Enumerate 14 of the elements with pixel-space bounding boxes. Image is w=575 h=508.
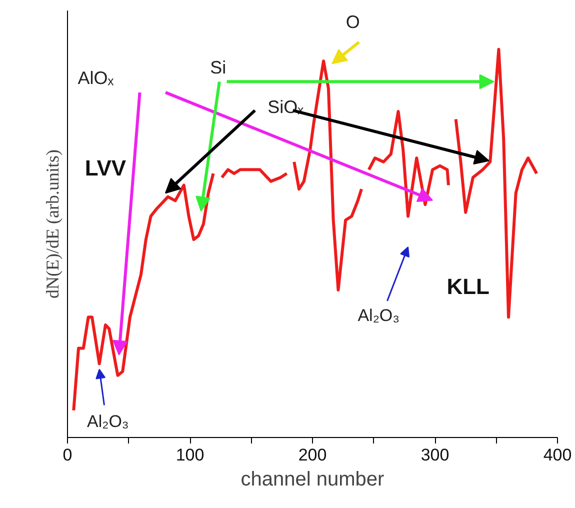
x-tick-label: 200 bbox=[298, 446, 327, 464]
x-axis-title: channel number bbox=[240, 468, 385, 490]
annotation: LVV bbox=[84, 155, 126, 180]
x-tick-label: 400 bbox=[543, 446, 572, 464]
annotation: Al₂O₃ bbox=[86, 412, 129, 431]
x-tick-label: 0 bbox=[62, 446, 72, 464]
annotation: Al₂O₃ bbox=[358, 306, 400, 325]
text: O bbox=[346, 12, 360, 32]
annotation: Si bbox=[210, 57, 226, 78]
x-tick-label: 300 bbox=[420, 446, 450, 464]
y-axis-title: dN(E)/dE (arb.units) bbox=[42, 150, 62, 298]
annotation: KLL bbox=[446, 274, 490, 300]
x-tick-label: 100 bbox=[176, 446, 204, 464]
annotation: AlOₓ bbox=[78, 68, 114, 88]
